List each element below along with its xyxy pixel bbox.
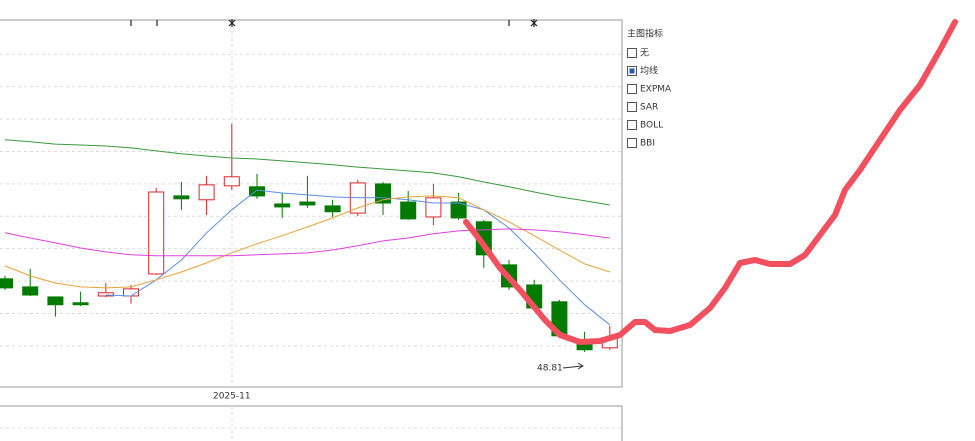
checkbox[interactable] [627, 120, 637, 130]
ma-line [4, 139, 610, 206]
candle-body [47, 296, 64, 306]
indicator-panel: 主图指标 无均线 EXPMA SAR BOLL BBI [627, 28, 672, 149]
checkbox[interactable] [627, 84, 637, 94]
checkbox[interactable] [627, 102, 637, 112]
candle-body [97, 292, 114, 297]
candle-body [425, 197, 442, 218]
option-label[interactable]: BBI [640, 139, 655, 149]
candle-body [324, 205, 341, 213]
candle-body [400, 201, 417, 220]
hand-drawn-stroke [463, 19, 958, 345]
candle-body [299, 201, 316, 206]
low-annotation: 48.81 [537, 364, 563, 374]
candle-body [148, 191, 165, 275]
candle-body [173, 195, 190, 200]
option-label[interactable]: SAR [640, 103, 658, 113]
option-label[interactable]: 无 [640, 48, 649, 59]
candle-body [0, 278, 13, 289]
checkbox[interactable] [627, 138, 637, 148]
annotation-arrowhead [577, 362, 584, 370]
candle-body [223, 176, 240, 187]
candle-body [198, 184, 215, 201]
ma-line [4, 228, 610, 257]
ma-line [4, 195, 610, 289]
candle-body [22, 286, 39, 296]
lower-panel [0, 405, 623, 441]
event-markers [130, 19, 538, 27]
x-tick-label: 2025-11 [213, 392, 251, 402]
checkbox-mark [629, 68, 635, 74]
candle-body [450, 201, 467, 219]
candle-body [274, 203, 291, 208]
plot-area [0, 53, 622, 353]
panel-title: 主图指标 [627, 28, 663, 40]
checkbox[interactable] [627, 48, 637, 58]
annotation-arrow [562, 365, 583, 369]
option-label[interactable]: BOLL [640, 121, 663, 131]
ma-line [105, 189, 611, 326]
option-label[interactable]: 均线 [640, 65, 658, 77]
option-label[interactable]: EXPMA [640, 85, 672, 95]
candle-body [72, 302, 89, 306]
